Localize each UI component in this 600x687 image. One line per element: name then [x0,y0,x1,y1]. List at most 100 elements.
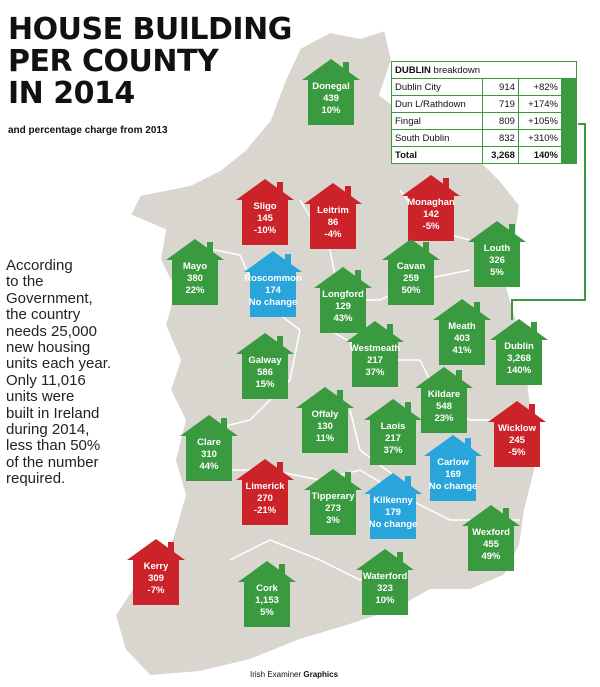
county-change: 22% [185,285,205,296]
county-name: Carlow [437,457,469,468]
green-marker [561,95,577,113]
county-change: 37% [365,367,385,378]
county-value: 326 [489,255,505,266]
house-icon [236,179,294,245]
county-change: 37% [383,445,403,456]
area-cell: Total [391,146,483,164]
house-icon [364,473,422,539]
county-name: Cork [256,583,278,594]
county-value: 245 [509,435,525,446]
house-icon [302,59,360,125]
county-change: -7% [147,585,165,596]
county-house-kilkenny: Kilkenny 179 No change [362,472,424,540]
house-icon [238,561,296,627]
county-house-monaghan: Monaghan 142 -5% [400,174,462,242]
county-name: Laois [380,421,406,432]
dublin-breakdown-table: DUBLIN breakdown Dublin City 914 +82% Du… [391,61,577,164]
area-cell: Dun L/Rathdown [391,95,483,113]
county-house-sligo: Sligo 145 -10% [234,178,296,246]
dublin-connector-line [511,123,586,320]
county-change: 44% [199,461,219,472]
county-value: 217 [385,433,401,444]
title-line: PER COUNTY [8,44,219,79]
house-icon [127,539,185,605]
credit-prefix: Irish Examiner [250,670,304,679]
county-house-wicklow: Wicklow 245 -5% [486,400,548,468]
county-value: 179 [385,507,401,518]
county-change: -4% [324,229,342,240]
value-cell: 914 [481,78,519,96]
county-change: 15% [255,379,275,390]
county-change: 43% [333,313,353,324]
value-cell: 719 [481,95,519,113]
page-title: HOUSE BUILDING PER COUNTY IN 2014 [8,14,292,110]
county-value: 273 [325,503,341,514]
county-house-carlow: Carlow 169 No change [422,434,484,502]
table-header-row: DUBLIN breakdown [391,61,577,79]
county-house-offaly: Offaly 130 11% [294,386,356,454]
county-change: 49% [481,551,501,562]
intro-line: needs 25,000 [6,322,97,340]
house-icon [166,239,224,305]
county-change: 10% [375,595,395,606]
house-icon [415,367,473,433]
county-house-longford: Longford 129 43% [312,266,374,334]
change-cell: +310% [517,129,563,147]
county-house-louth: Louth 326 5% [466,220,528,288]
county-house-laois: Laois 217 37% [362,398,424,466]
intro-line: According [6,257,73,274]
county-name: Louth [483,243,511,254]
county-name: Mayo [182,261,208,272]
table-row: Dublin City 914 +82% [391,78,577,96]
county-change: No change [428,481,478,492]
county-house-meath: Meath 403 41% [431,298,493,366]
change-cell: +82% [517,78,563,96]
change-cell: 140% [517,146,563,164]
county-change: 5% [490,267,504,278]
county-name: Meath [448,321,476,332]
table-row: Fingal 809 +105% [391,112,577,130]
county-change: -10% [253,225,277,236]
intro-line: Only 11,016 [6,371,86,389]
credit-bold: Graphics [303,670,339,679]
county-value: 129 [335,301,351,312]
county-value: 310 [201,449,217,460]
change-cell: +174% [517,95,563,113]
county-name: Limerick [245,481,285,492]
table-row: South Dublin 832 +310% [391,129,577,147]
county-house-kildare: Kildare 548 23% [413,366,475,434]
county-change: No change [368,519,418,530]
house-icon [236,459,294,525]
house-icon [382,239,440,305]
county-value: 1,153 [255,595,279,606]
green-marker [561,146,577,164]
county-change: -21% [253,505,277,516]
intro-line: to the [6,273,44,291]
county-value: 169 [445,469,461,480]
house-icon [180,415,238,481]
green-marker [561,112,577,130]
house-icon [424,435,482,501]
county-value: 130 [317,421,333,432]
county-value: 309 [148,573,164,584]
county-name: Dublin [504,341,534,352]
county-name: Cavan [396,261,426,272]
house-icon [462,505,520,571]
house-icon [236,333,294,399]
house-icon [433,299,491,365]
county-value: 145 [257,213,273,224]
county-value: 259 [403,273,419,284]
table-total-row: Total 3,268 140% [391,146,577,164]
intro-line: units were [6,388,75,406]
county-value: 380 [187,273,203,284]
intro-line: built in Ireland [6,404,100,422]
green-marker [561,129,577,147]
area-cell: Fingal [391,112,483,130]
green-marker [561,78,577,96]
county-house-limerick: Limerick 270 -21% [234,458,296,526]
county-name: Galway [248,355,282,366]
county-change: -5% [422,221,440,232]
value-cell: 832 [481,129,519,147]
county-change: 10% [321,105,341,116]
county-name: Wicklow [498,423,536,434]
